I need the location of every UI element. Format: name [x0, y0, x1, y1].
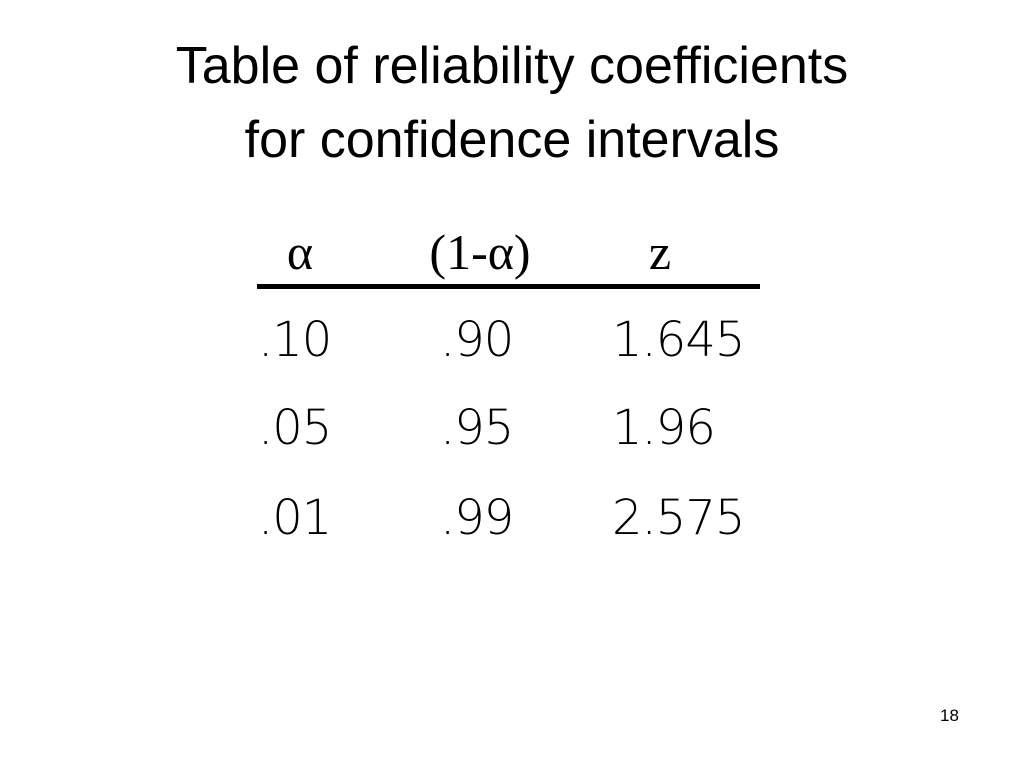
table-cell: .05	[258, 400, 332, 456]
column-header: α	[286, 224, 314, 280]
table-cell: .95	[440, 400, 514, 456]
page-number: 18	[940, 706, 959, 725]
table-cell: .90	[440, 312, 514, 368]
table-cell: 1.645	[612, 312, 745, 368]
table-cell: 2.575	[612, 490, 745, 546]
header-rule	[257, 284, 760, 289]
table-cell: .01	[258, 490, 332, 546]
table-cell: .10	[258, 312, 332, 368]
table-cell: .99	[440, 490, 514, 546]
title-line: for confidence intervals	[244, 111, 780, 169]
column-header: z	[648, 224, 672, 280]
table-cell: 1.96	[612, 400, 716, 456]
title-line: Table of reliability coefficients	[175, 37, 849, 95]
column-header: (1-α)	[429, 224, 531, 280]
